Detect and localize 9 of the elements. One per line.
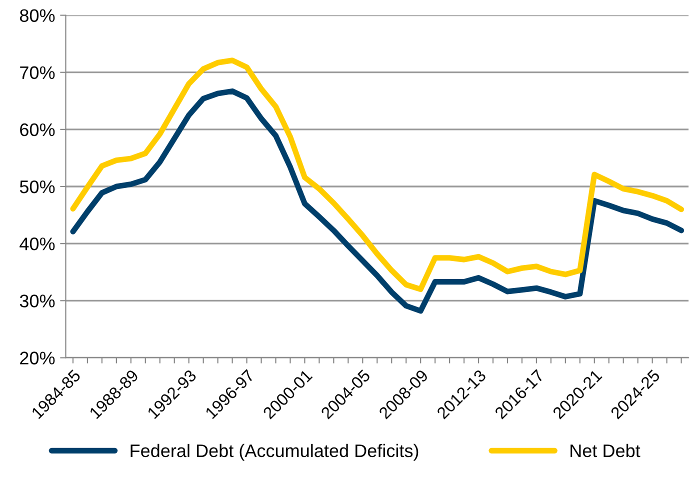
- y-tick-label: 40%: [20, 238, 55, 250]
- y-tick-label: 50%: [20, 180, 55, 194]
- legend-label: Federal Debt (Accumulated Deficits): [130, 444, 418, 461]
- legend-label: Net Debt: [570, 444, 640, 458]
- y-tick-label: 20%: [20, 352, 55, 364]
- y-tick-label: 80%: [20, 9, 55, 22]
- y-tick-label: 60%: [20, 123, 55, 136]
- y-tick-label: 30%: [20, 294, 55, 308]
- y-tick-label: 70%: [20, 66, 55, 80]
